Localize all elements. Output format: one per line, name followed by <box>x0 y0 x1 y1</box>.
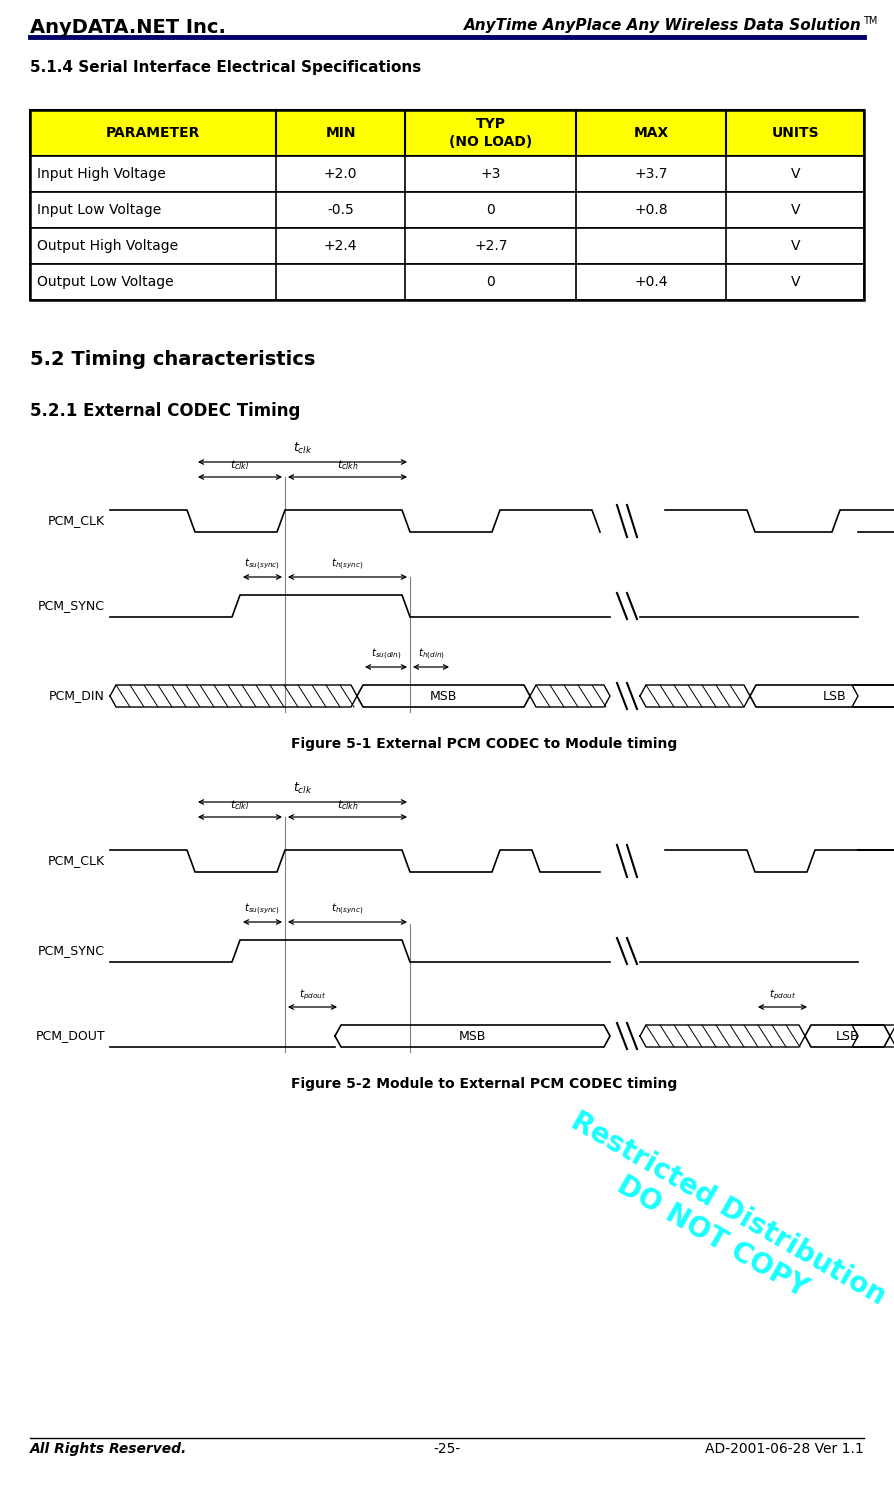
Text: PCM_DIN: PCM_DIN <box>49 690 105 702</box>
Text: $t_{clk}$: $t_{clk}$ <box>292 781 312 796</box>
Bar <box>30 264 864 299</box>
Text: MSB: MSB <box>459 1030 486 1043</box>
Bar <box>30 110 864 299</box>
Text: All Rights Reserved.: All Rights Reserved. <box>30 1442 187 1456</box>
Text: -0.5: -0.5 <box>327 203 354 218</box>
Text: $t_{h(sync)}$: $t_{h(sync)}$ <box>332 901 364 916</box>
Text: 5.1.4 Serial Interface Electrical Specifications: 5.1.4 Serial Interface Electrical Specif… <box>30 60 421 74</box>
Text: LSB: LSB <box>823 690 847 702</box>
Text: $t_{pdout}$: $t_{pdout}$ <box>299 988 326 1001</box>
Text: PCM_SYNC: PCM_SYNC <box>38 599 105 612</box>
Bar <box>30 192 864 228</box>
Text: +0.8: +0.8 <box>635 203 668 218</box>
Text: $t_{clk}$: $t_{clk}$ <box>292 441 312 456</box>
Text: V: V <box>790 167 800 180</box>
Text: $t_{clkh}$: $t_{clkh}$ <box>337 799 358 812</box>
Text: MIN: MIN <box>325 127 356 140</box>
Text: Input High Voltage: Input High Voltage <box>37 167 165 180</box>
Text: AD-2001-06-28 Ver 1.1: AD-2001-06-28 Ver 1.1 <box>705 1442 864 1456</box>
Text: +3: +3 <box>481 167 501 180</box>
Text: V: V <box>790 203 800 218</box>
Bar <box>30 110 864 156</box>
Text: Figure 5-1 External PCM CODEC to Module timing: Figure 5-1 External PCM CODEC to Module … <box>291 738 677 751</box>
Text: $t_{pdout}$: $t_{pdout}$ <box>769 988 797 1001</box>
Text: PARAMETER: PARAMETER <box>105 127 200 140</box>
Text: Output Low Voltage: Output Low Voltage <box>37 276 173 289</box>
Text: AnyTime AnyPlace Any Wireless Data Solution: AnyTime AnyPlace Any Wireless Data Solut… <box>464 18 862 33</box>
Text: TYP
(NO LOAD): TYP (NO LOAD) <box>449 118 533 149</box>
Text: MSB: MSB <box>430 690 457 702</box>
Bar <box>30 228 864 264</box>
Text: LSB: LSB <box>836 1030 859 1043</box>
Text: $t_{clkl}$: $t_{clkl}$ <box>231 799 249 812</box>
Text: $t_{h(sync)}$: $t_{h(sync)}$ <box>332 557 364 572</box>
Text: $t_{clkh}$: $t_{clkh}$ <box>337 459 358 472</box>
Text: $t_{su(sync)}$: $t_{su(sync)}$ <box>244 901 281 916</box>
Text: 0: 0 <box>486 276 495 289</box>
Text: PCM_CLK: PCM_CLK <box>48 514 105 527</box>
Text: +2.7: +2.7 <box>474 238 508 253</box>
Text: 5.2 Timing characteristics: 5.2 Timing characteristics <box>30 350 316 370</box>
Text: -25-: -25- <box>434 1442 460 1456</box>
Text: Output High Voltage: Output High Voltage <box>37 238 178 253</box>
Text: PCM_CLK: PCM_CLK <box>48 854 105 867</box>
Text: AnyDATA.NET Inc.: AnyDATA.NET Inc. <box>30 18 226 37</box>
Text: +3.7: +3.7 <box>635 167 668 180</box>
Text: UNITS: UNITS <box>772 127 819 140</box>
Text: +0.4: +0.4 <box>635 276 668 289</box>
Text: MAX: MAX <box>634 127 669 140</box>
Text: +2.0: +2.0 <box>324 167 358 180</box>
Text: $t_{su(sync)}$: $t_{su(sync)}$ <box>244 557 281 572</box>
Text: $t_{h(din)}$: $t_{h(din)}$ <box>417 647 444 662</box>
Text: $t_{su(din)}$: $t_{su(din)}$ <box>371 647 401 662</box>
Text: 5.2.1 External CODEC Timing: 5.2.1 External CODEC Timing <box>30 402 300 420</box>
Text: $t_{clkl}$: $t_{clkl}$ <box>231 459 249 472</box>
Text: V: V <box>790 238 800 253</box>
Bar <box>30 156 864 192</box>
Text: Input Low Voltage: Input Low Voltage <box>37 203 161 218</box>
Text: TM: TM <box>863 16 877 25</box>
Text: V: V <box>790 276 800 289</box>
Text: +2.4: +2.4 <box>324 238 358 253</box>
Text: 0: 0 <box>486 203 495 218</box>
Text: Restricted Distribution
DO NOT COPY: Restricted Distribution DO NOT COPY <box>550 1107 890 1338</box>
Text: Figure 5-2 Module to External PCM CODEC timing: Figure 5-2 Module to External PCM CODEC … <box>291 1077 677 1091</box>
Text: PCM_DOUT: PCM_DOUT <box>36 1030 105 1043</box>
Text: PCM_SYNC: PCM_SYNC <box>38 945 105 958</box>
